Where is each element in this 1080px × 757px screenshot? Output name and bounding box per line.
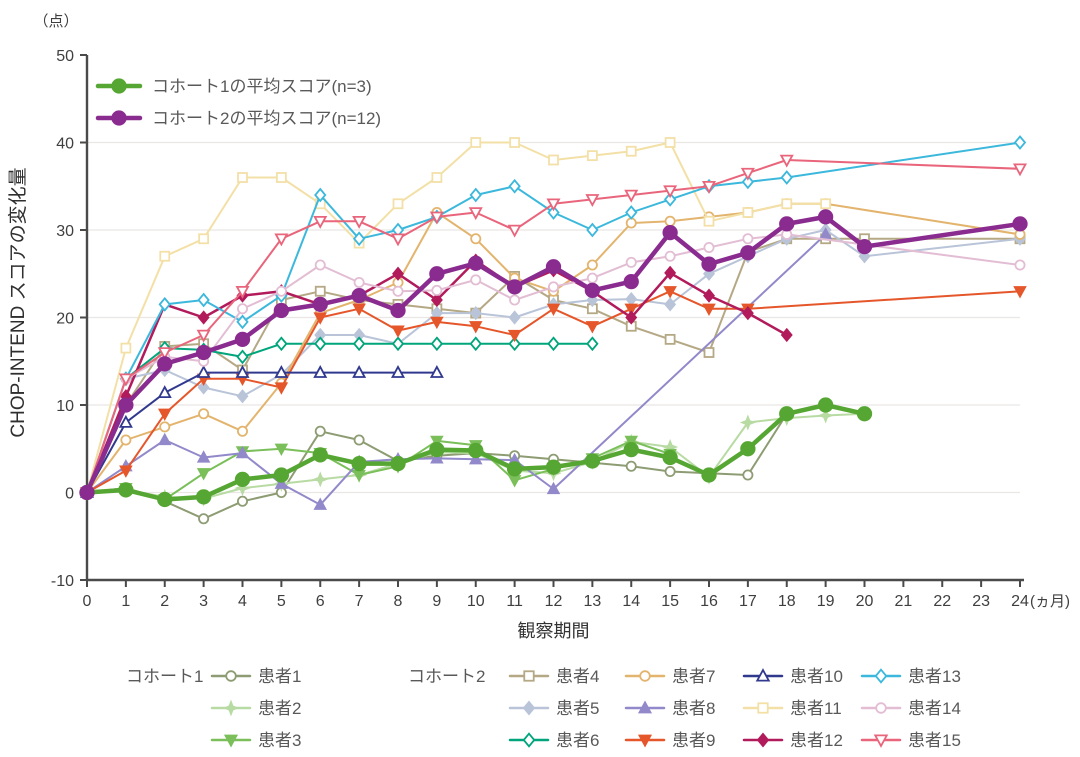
x-tick-label: 23 xyxy=(972,593,990,610)
x-tick-label: 12 xyxy=(545,593,563,610)
series-cohort1_avg xyxy=(79,397,873,508)
legend-item-label: 患者3 xyxy=(258,731,301,750)
legend-top: コホート1の平均スコア(n=3) コホート2の平均スコア(n=12) xyxy=(95,77,381,128)
legend-item-label: コホート2の平均スコア(n=12) xyxy=(152,109,381,128)
y-tick-label: 40 xyxy=(56,136,74,153)
x-tick-label: 3 xyxy=(199,593,208,610)
x-tick-label: 7 xyxy=(355,593,364,610)
legend-item-label: 患者12 xyxy=(790,731,843,750)
legend-item-label: 患者1 xyxy=(258,667,301,686)
x-tick-label: 2 xyxy=(160,593,169,610)
x-tick-label: 10 xyxy=(467,593,485,610)
y-tick-label: -10 xyxy=(51,573,74,590)
legend-item-label: 患者15 xyxy=(908,731,961,750)
x-tick-label: 14 xyxy=(622,593,640,610)
legend-item-cohort2_avg: コホート2の平均スコア(n=12) xyxy=(95,109,381,128)
x-tick-label: 11 xyxy=(506,593,523,610)
legend-item-p15: 患者15 xyxy=(860,731,961,750)
x-tick-label: 22 xyxy=(933,593,951,610)
legend-bottom: コホート1 患者1 患者2 患者3 コホート2 患者4 患者5 患者6 患者7 患者8 患者9 患者1… xyxy=(126,667,961,750)
x-axis: 0 1 2 3 4 5 6 7 8 9 10 11 12 13 14 15 16 17 18 19 20 21 22 23 24… xyxy=(83,580,1070,641)
legend-item-p13: 患者13 xyxy=(860,667,961,686)
x-tick-label: 17 xyxy=(739,593,757,610)
x-tick-label: 13 xyxy=(583,593,601,610)
x-tick-label: 24 xyxy=(1011,593,1029,610)
x-tick-label: 15 xyxy=(661,593,679,610)
series-cohort2_avg xyxy=(79,209,1028,501)
x-tick-label: 20 xyxy=(856,593,874,610)
x-axis-title: 観察期間 xyxy=(518,621,590,641)
legend-item-p1: 患者1 xyxy=(210,667,301,686)
legend-item-p10: 患者10 xyxy=(742,667,843,686)
legend-item-label: 患者11 xyxy=(790,699,842,718)
y-tick-label: 30 xyxy=(56,223,74,240)
y-tick-label: 0 xyxy=(65,486,74,503)
legend-item-label: 患者8 xyxy=(672,699,715,718)
legend-item-label: 患者7 xyxy=(672,667,715,686)
legend-item-label: 患者14 xyxy=(908,699,961,718)
legend-item-label: コホート1の平均スコア(n=3) xyxy=(152,77,372,96)
x-tick-label: 1 xyxy=(121,593,130,610)
legend-item-p14: 患者14 xyxy=(860,699,961,718)
y-tick-label: 20 xyxy=(56,311,74,328)
legend-item-p9: 患者9 xyxy=(624,731,715,750)
y-axis: 50 40 30 20 10 0 -10 （点） CHOP-INTEND スコアの変化量 xyxy=(7,13,87,590)
legend-item-label: 患者5 xyxy=(556,699,599,718)
legend-item-p2: 患者2 xyxy=(210,699,301,718)
x-tick-label: 9 xyxy=(432,593,441,610)
x-tick-label: 5 xyxy=(277,593,286,610)
y-tick-label: 10 xyxy=(56,398,74,415)
x-tick-label: 18 xyxy=(778,593,796,610)
legend-item-p5: 患者5 xyxy=(508,699,599,718)
x-tick-label: 0 xyxy=(83,593,92,610)
legend-item-p6: 患者6 xyxy=(508,731,599,750)
x-tick-label: 4 xyxy=(238,593,247,610)
x-tick-label: 6 xyxy=(316,593,325,610)
legend-item-p3: 患者3 xyxy=(210,731,301,750)
legend-item-p12: 患者12 xyxy=(742,731,843,750)
legend-item-label: 患者4 xyxy=(556,667,599,686)
legend-group-label: コホート1 xyxy=(126,667,203,686)
legend-item-label: 患者10 xyxy=(790,667,843,686)
series-p10 xyxy=(79,365,444,498)
x-axis-unit: (ヵ月) xyxy=(1030,593,1070,610)
legend-item-p7: 患者7 xyxy=(624,667,715,686)
y-axis-title: CHOP-INTEND スコアの変化量 xyxy=(7,167,29,437)
legend-item-p4: 患者4 xyxy=(508,667,599,686)
legend-item-label: 患者9 xyxy=(672,731,715,750)
x-tick-label: 8 xyxy=(394,593,403,610)
y-axis-unit: （点） xyxy=(33,13,78,30)
x-tick-label: 19 xyxy=(817,593,835,610)
series-p15 xyxy=(79,154,1028,501)
legend-item-label: 患者2 xyxy=(258,699,301,718)
legend-item-p11: 患者11 xyxy=(742,699,842,718)
series-p6 xyxy=(80,336,599,500)
legend-item-cohort1_avg: コホート1の平均スコア(n=3) xyxy=(95,77,372,96)
legend-group-label: コホート2 xyxy=(408,667,485,686)
y-tick-label: 50 xyxy=(56,48,74,65)
legend-item-p8: 患者8 xyxy=(624,699,715,718)
legend-item-label: 患者13 xyxy=(908,667,961,686)
gridlines xyxy=(87,141,1020,494)
x-tick-label: 16 xyxy=(700,593,718,610)
legend-item-label: 患者6 xyxy=(556,731,599,750)
x-tick-label: 21 xyxy=(894,593,912,610)
